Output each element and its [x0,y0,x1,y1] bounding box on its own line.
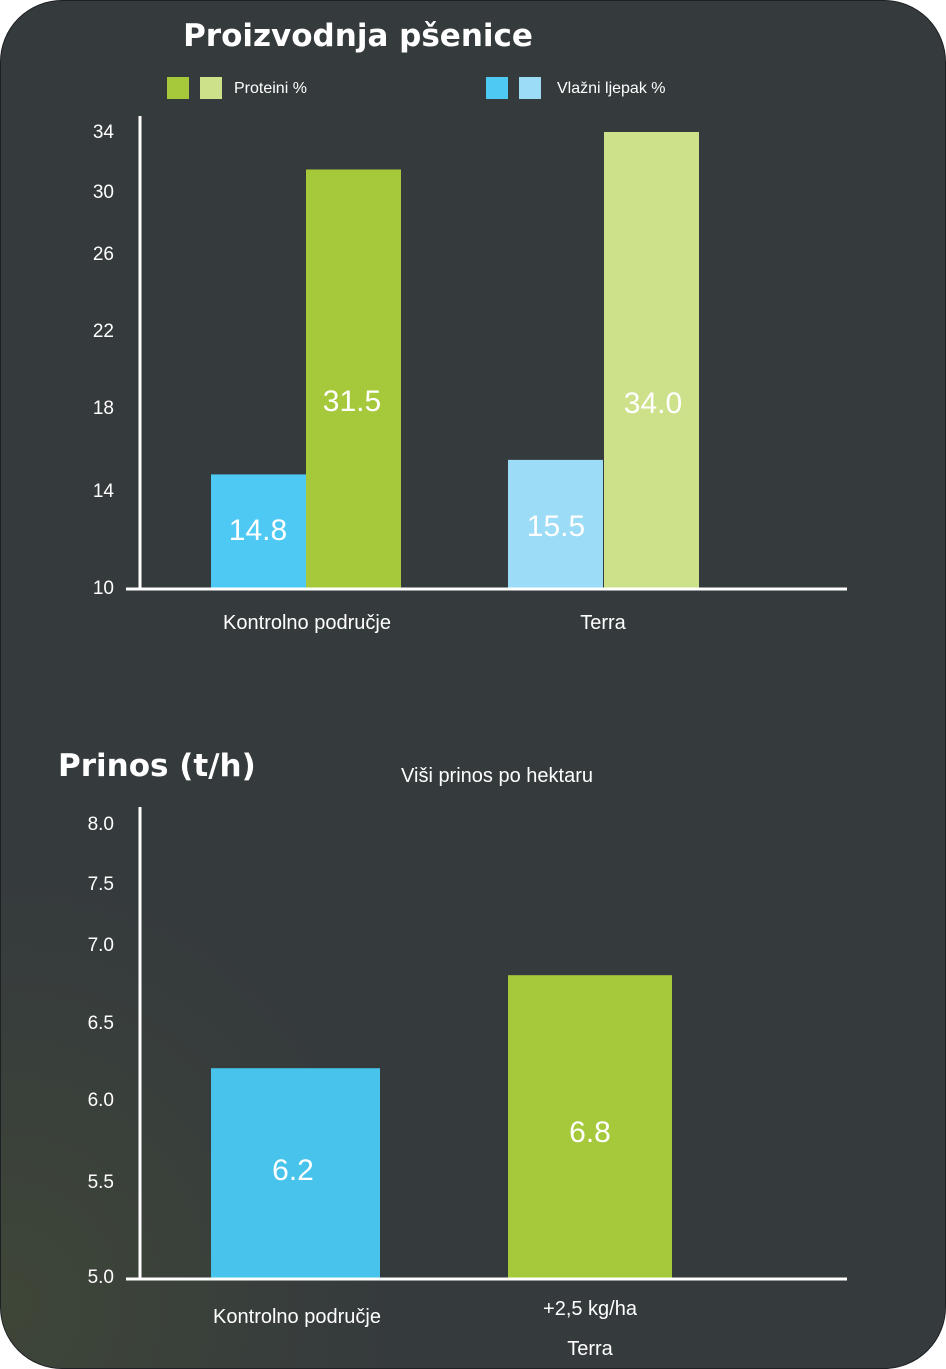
chart1-data-labels: 14.8 31.5 15.5 34.0 [229,385,682,547]
x-category-note: +2,5 kg/ha [543,1298,638,1320]
x-category-label: Kontrolno područje [223,612,391,634]
y-tick-label: 5.0 [88,1267,114,1288]
y-tick-label: 30 [93,182,114,203]
y-tick-label: 5.5 [88,1172,114,1193]
y-tick-label: 6.5 [88,1013,114,1034]
chart2-bars [211,975,672,1278]
x-category-label: Kontrolno područje [213,1306,381,1328]
legend-label-proteini: Proteini % [234,80,307,97]
data-label: 6.2 [272,1154,314,1187]
chart-yield: Prinos (t/h) Viši prinos po hektaru 5.0 … [58,748,847,1360]
data-label: 14.8 [229,514,287,547]
y-tick-label: 22 [93,321,114,342]
chart2-subtitle: Viši prinos po hektaru [401,765,593,787]
y-tick-label: 7.0 [88,935,114,956]
data-label: 31.5 [323,385,381,418]
legend-swatch-ljepak-2 [519,77,541,99]
y-tick-label: 14 [93,481,115,502]
y-tick-label: 34 [93,122,115,143]
chart1-title: Proizvodnja pšenice [183,18,533,54]
y-tick-label: 26 [93,244,114,265]
legend-swatch-ljepak-1 [486,77,508,99]
chart1-legend: Proteini % Vlažni ljepak % [167,77,666,99]
legend-label-ljepak: Vlažni ljepak % [557,80,666,97]
x-category-label: Terra [580,612,626,634]
chart-wheat-production: Proizvodnja pšenice Proteini % Vlažni lj… [93,18,847,634]
bar-proteini-terra [604,132,699,588]
data-label: 34.0 [624,387,682,420]
data-label: 15.5 [527,510,585,543]
chart1-bars [211,132,699,588]
data-label: 6.8 [569,1116,611,1149]
bar-proteini-kontrolno [306,169,401,588]
x-category-label: Terra [567,1338,613,1360]
y-tick-label: 6.0 [88,1090,114,1111]
bar-prinos-terra [508,975,672,1278]
bar-vlazni-ljepak-kontrolno [211,474,306,588]
chart2-yticks: 5.0 5.5 6.0 6.5 7.0 7.5 8.0 [88,814,114,1288]
bar-vlazni-ljepak-terra [508,459,603,588]
y-tick-label: 10 [93,578,114,599]
y-tick-label: 7.5 [88,874,114,895]
chart2-data-labels: 6.2 6.8 [272,1116,611,1187]
y-tick-label: 18 [93,398,114,419]
bar-prinos-kontrolno [211,1068,380,1278]
chart1-yticks: 10 14 18 22 26 30 34 [93,122,115,599]
chart2-title: Prinos (t/h) [58,748,256,784]
legend-swatch-proteini-2 [200,77,222,99]
y-tick-label: 8.0 [88,814,114,835]
legend-swatch-proteini-1 [167,77,189,99]
